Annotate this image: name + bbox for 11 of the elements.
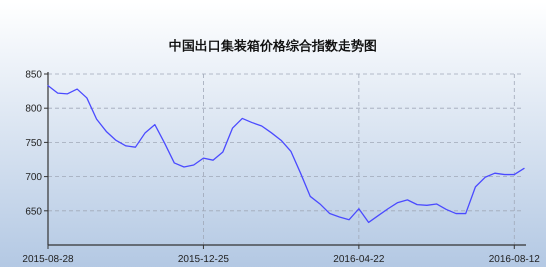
y-tick-label: 800: [25, 104, 42, 115]
line-series: [47, 84, 525, 224]
y-tick-label: 850: [25, 70, 42, 80]
chart-title: 中国出口集装箱价格综合指数走势图: [169, 38, 377, 53]
y-tick-label: 700: [25, 172, 42, 184]
y-tick-label: 750: [25, 138, 42, 149]
x-tick-label: 2016-08-12: [488, 254, 540, 265]
y-tick-label: 650: [25, 206, 42, 218]
x-tick-label: 2016-04-22: [333, 254, 385, 265]
x-tick-label: 2015-12-25: [178, 254, 230, 265]
x-tick-label: 2015-08-28: [22, 254, 74, 265]
